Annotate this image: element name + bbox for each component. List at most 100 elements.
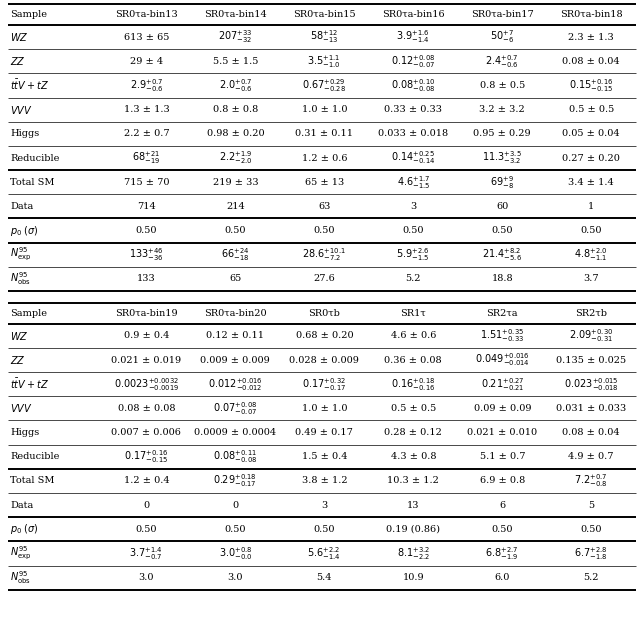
Text: 0.5 ± 0.5: 0.5 ± 0.5	[569, 105, 614, 114]
Text: SR0τa-bin16: SR0τa-bin16	[382, 10, 445, 19]
Text: SR0τa-bin18: SR0τa-bin18	[560, 10, 622, 19]
Text: SR1τ: SR1τ	[401, 308, 426, 317]
Text: $4.6^{+1.7}_{-1.5}$: $4.6^{+1.7}_{-1.5}$	[396, 174, 430, 191]
Text: Reducible: Reducible	[10, 452, 60, 461]
Text: $N^{95}_{\rm obs}$: $N^{95}_{\rm obs}$	[10, 271, 31, 287]
Text: $0.12^{+0.08}_{-0.07}$: $0.12^{+0.08}_{-0.07}$	[391, 53, 436, 70]
Text: $ZZ$: $ZZ$	[10, 354, 26, 366]
Text: Sample: Sample	[10, 10, 47, 19]
Text: 0.009 ± 0.009: 0.009 ± 0.009	[201, 355, 270, 365]
Text: $3.9^{+1.6}_{-1.4}$: $3.9^{+1.6}_{-1.4}$	[396, 29, 430, 45]
Text: 0.021 ± 0.019: 0.021 ± 0.019	[111, 355, 182, 365]
Text: 0.50: 0.50	[313, 226, 335, 235]
Text: $3.7^{+1.4}_{-0.7}$: $3.7^{+1.4}_{-0.7}$	[129, 545, 163, 562]
Text: 714: 714	[137, 202, 156, 211]
Text: $68^{+21}_{-19}$: $68^{+21}_{-19}$	[132, 150, 161, 166]
Text: Data: Data	[10, 202, 33, 211]
Text: 1.2 ± 0.4: 1.2 ± 0.4	[124, 476, 169, 486]
Text: $6.7^{+2.8}_{-1.8}$: $6.7^{+2.8}_{-1.8}$	[575, 545, 608, 562]
Text: $0.023^{+0.015}_{-0.018}$: $0.023^{+0.015}_{-0.018}$	[564, 376, 619, 392]
Text: 2.2 ± 0.7: 2.2 ± 0.7	[124, 129, 169, 138]
Text: $p_0\;(\sigma)$: $p_0\;(\sigma)$	[10, 223, 39, 237]
Text: Total SM: Total SM	[10, 178, 55, 187]
Text: Reducible: Reducible	[10, 154, 60, 163]
Text: 5.2: 5.2	[406, 275, 421, 284]
Text: 5: 5	[588, 500, 594, 509]
Text: 4.6 ± 0.6: 4.6 ± 0.6	[390, 332, 436, 340]
Text: $0.08^{+0.10}_{-0.08}$: $0.08^{+0.10}_{-0.08}$	[391, 77, 436, 94]
Text: 3: 3	[321, 500, 327, 509]
Text: 0.33 ± 0.33: 0.33 ± 0.33	[384, 105, 442, 114]
Text: 0.8 ± 0.8: 0.8 ± 0.8	[213, 105, 258, 114]
Text: $0.67^{+0.29}_{-0.28}$: $0.67^{+0.29}_{-0.28}$	[303, 77, 347, 94]
Text: $5.9^{+2.6}_{-1.5}$: $5.9^{+2.6}_{-1.5}$	[396, 246, 430, 263]
Text: 0.50: 0.50	[403, 226, 424, 235]
Text: 10.3 ± 1.2: 10.3 ± 1.2	[387, 476, 440, 486]
Text: $1.51^{+0.35}_{-0.33}$: $1.51^{+0.35}_{-0.33}$	[480, 328, 524, 344]
Text: $2.4^{+0.7}_{-0.6}$: $2.4^{+0.7}_{-0.6}$	[485, 53, 519, 70]
Text: 1.0 ± 1.0: 1.0 ± 1.0	[301, 105, 347, 114]
Text: 63: 63	[318, 202, 331, 211]
Text: $0.0023^{+0.0032}_{-0.0019}$: $0.0023^{+0.0032}_{-0.0019}$	[114, 376, 179, 392]
Text: 10.9: 10.9	[403, 573, 424, 582]
Text: $7.2^{+0.7}_{-0.8}$: $7.2^{+0.7}_{-0.8}$	[575, 472, 608, 490]
Text: 0.95 ± 0.29: 0.95 ± 0.29	[473, 129, 531, 138]
Text: $3.0^{+0.8}_{-0.0}$: $3.0^{+0.8}_{-0.0}$	[218, 545, 252, 562]
Text: 3.0: 3.0	[227, 573, 243, 582]
Text: $WZ$: $WZ$	[10, 330, 29, 342]
Text: 133: 133	[137, 275, 156, 284]
Text: 1.2 ± 0.6: 1.2 ± 0.6	[301, 154, 347, 163]
Text: $p_0\;(\sigma)$: $p_0\;(\sigma)$	[10, 522, 39, 536]
Text: 0.27 ± 0.20: 0.27 ± 0.20	[562, 154, 620, 163]
Text: 4.9 ± 0.7: 4.9 ± 0.7	[568, 452, 614, 461]
Text: $69^{+9}_{-8}$: $69^{+9}_{-8}$	[490, 174, 514, 191]
Text: 214: 214	[226, 202, 245, 211]
Text: 0.50: 0.50	[580, 525, 602, 534]
Text: 5.4: 5.4	[317, 573, 332, 582]
Text: $5.6^{+2.2}_{-1.4}$: $5.6^{+2.2}_{-1.4}$	[308, 545, 341, 562]
Text: 219 ± 33: 219 ± 33	[213, 178, 258, 187]
Text: $N^{95}_{\rm exp}$: $N^{95}_{\rm exp}$	[10, 246, 32, 264]
Text: $0.29^{+0.18}_{-0.17}$: $0.29^{+0.18}_{-0.17}$	[213, 472, 257, 490]
Text: $207^{+33}_{-32}$: $207^{+33}_{-32}$	[218, 29, 253, 45]
Text: $3.5^{+1.1}_{-1.0}$: $3.5^{+1.1}_{-1.0}$	[308, 53, 341, 70]
Text: 0.021 ± 0.010: 0.021 ± 0.010	[467, 428, 538, 437]
Text: 0.08 ± 0.04: 0.08 ± 0.04	[562, 428, 620, 437]
Text: 0.0009 ± 0.0004: 0.0009 ± 0.0004	[194, 428, 276, 437]
Text: 0.031 ± 0.033: 0.031 ± 0.033	[556, 404, 626, 413]
Text: 18.8: 18.8	[492, 275, 513, 284]
Text: SR2τb: SR2τb	[575, 308, 607, 317]
Text: Sample: Sample	[10, 308, 47, 317]
Text: SR0τa-bin17: SR0τa-bin17	[471, 10, 534, 19]
Text: 1.0 ± 1.0: 1.0 ± 1.0	[301, 404, 347, 413]
Text: 3.7: 3.7	[583, 275, 599, 284]
Text: 6.9 ± 0.8: 6.9 ± 0.8	[480, 476, 525, 486]
Text: $0.012^{+0.016}_{-0.012}$: $0.012^{+0.016}_{-0.012}$	[208, 376, 263, 392]
Text: $VVV$: $VVV$	[10, 104, 32, 116]
Text: SR0τa-bin20: SR0τa-bin20	[204, 308, 267, 317]
Text: 0.05 ± 0.04: 0.05 ± 0.04	[562, 129, 620, 138]
Text: 5.5 ± 1.5: 5.5 ± 1.5	[213, 57, 258, 66]
Text: 1.5 ± 0.4: 1.5 ± 0.4	[301, 452, 347, 461]
Text: 0.028 ± 0.009: 0.028 ± 0.009	[289, 355, 359, 365]
Text: 3.0: 3.0	[139, 573, 154, 582]
Text: $2.2^{+1.9}_{-2.0}$: $2.2^{+1.9}_{-2.0}$	[218, 150, 252, 166]
Text: 0.5 ± 0.5: 0.5 ± 0.5	[390, 404, 436, 413]
Text: 0.31 ± 0.11: 0.31 ± 0.11	[296, 129, 354, 138]
Text: 27.6: 27.6	[313, 275, 335, 284]
Text: $6.8^{+2.7}_{-1.9}$: $6.8^{+2.7}_{-1.9}$	[485, 545, 519, 562]
Text: $21.4^{+8.2}_{-5.6}$: $21.4^{+8.2}_{-5.6}$	[482, 246, 522, 263]
Text: 29 ± 4: 29 ± 4	[130, 57, 163, 66]
Text: $2.9^{+0.7}_{-0.6}$: $2.9^{+0.7}_{-0.6}$	[129, 77, 163, 94]
Text: 0.50: 0.50	[225, 525, 246, 534]
Text: $t\bar{t}V + tZ$: $t\bar{t}V + tZ$	[10, 377, 49, 391]
Text: $66^{+24}_{-18}$: $66^{+24}_{-18}$	[221, 246, 250, 263]
Text: 0.50: 0.50	[492, 525, 513, 534]
Text: $8.1^{+3.2}_{-2.2}$: $8.1^{+3.2}_{-2.2}$	[397, 545, 430, 562]
Text: 3.2 ± 3.2: 3.2 ± 3.2	[480, 105, 525, 114]
Text: 0.36 ± 0.08: 0.36 ± 0.08	[385, 355, 442, 365]
Text: SR2τa: SR2τa	[487, 308, 518, 317]
Text: 0.8 ± 0.5: 0.8 ± 0.5	[480, 81, 525, 90]
Text: Total SM: Total SM	[10, 476, 55, 486]
Text: 0.49 ± 0.17: 0.49 ± 0.17	[296, 428, 354, 437]
